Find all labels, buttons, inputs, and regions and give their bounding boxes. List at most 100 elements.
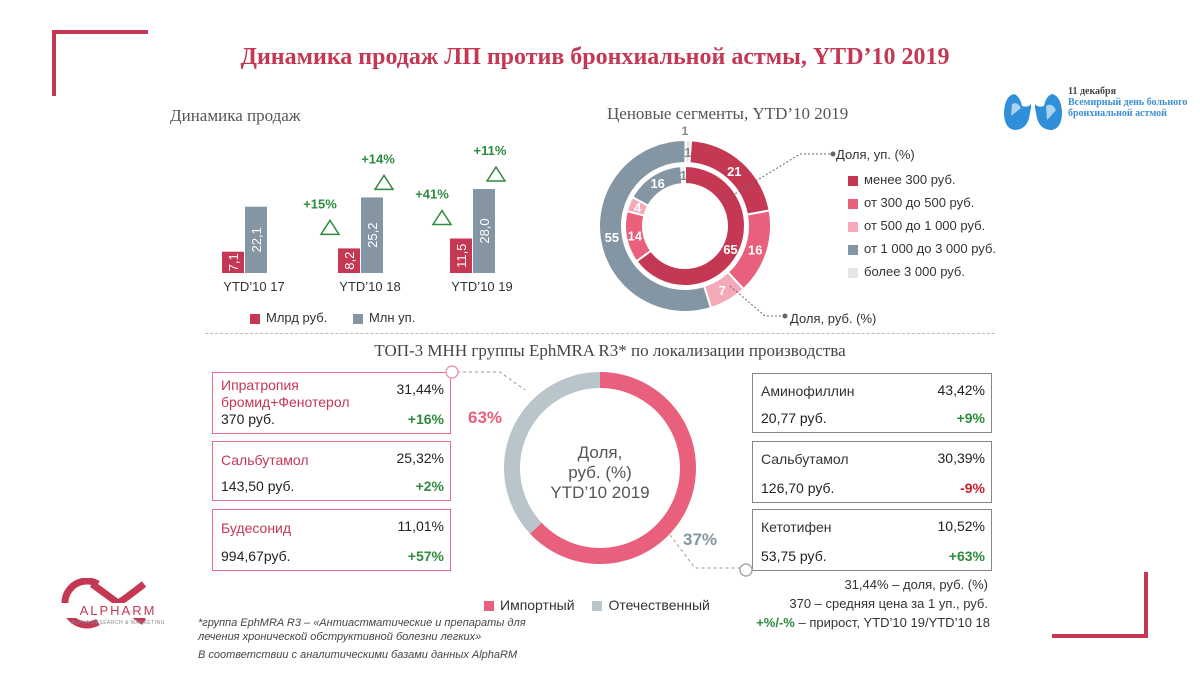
legend-swatch-domestic: [592, 601, 603, 612]
event-date: 11 декабря: [1068, 86, 1117, 97]
footnote-line2: лечения хронической обструктивной болезн…: [198, 631, 482, 643]
segments-legend: менее 300 руб. от 300 до 500 руб. от 500…: [848, 172, 996, 287]
legend-swatch-lt300: [848, 175, 858, 186]
drug-name: Аминофиллин: [761, 383, 855, 399]
domestic-card: Аминофиллин 43,42% 20,77 руб. +9%: [752, 373, 992, 433]
page-title: Динамика продаж ЛП против бронхиальной а…: [240, 44, 950, 70]
drug-growth: +16%: [407, 411, 444, 427]
legend-swatch-gt3000: [848, 267, 858, 278]
donut-center-line1: Доля,: [577, 443, 623, 462]
import-share-label: 63%: [468, 408, 502, 427]
note-growth-sign: +%/-%: [756, 615, 795, 630]
drug-price: 53,75 руб.: [761, 548, 827, 564]
growth-up-arrow-icon: [431, 209, 453, 226]
drug-name: Кетотифен: [761, 519, 832, 535]
drug-name: Сальбутамол: [221, 452, 309, 468]
drug-name-line2: бромид+Фенотерол: [221, 394, 350, 410]
sales-bar-chart: 7,1 22,1 YTD’10 17 8,2 25,2 YTD’10 18 +15% +14%…: [222, 143, 513, 294]
top3-title: ТОП-3 МНН группы EphMRA R3* по локализац…: [374, 341, 846, 360]
outer-segment: [598, 139, 713, 313]
price-segments-donut-chart: 21 16 7 55 1 65 14 4 16 1 1: [598, 126, 836, 319]
drug-name: Сальбутамол: [761, 451, 849, 467]
locality-segment: [530, 372, 696, 564]
bar-units-label: 25,2: [365, 223, 380, 248]
segments-legend-item: от 300 до 500 руб.: [848, 195, 996, 218]
leader-circle-domestic: [739, 563, 753, 577]
donut-center-line3: YTD’10 2019: [550, 483, 650, 502]
corner-frame-bottom-right: [1052, 572, 1148, 638]
drug-share: 43,42%: [937, 382, 985, 398]
leader-line-domestic: [669, 534, 740, 569]
legend-label-1000-3000: от 1 000 до 3 000 руб.: [864, 241, 997, 256]
leader-line-rub: [729, 285, 782, 317]
note-price: 370 – средняя цена за 1 уп., руб.: [789, 596, 988, 611]
category-label: YTD’10 17: [223, 279, 284, 294]
drug-price: 143,50 руб.: [221, 478, 295, 494]
inner-segment-label: 65: [723, 242, 737, 257]
corner-frame-top-left: [52, 30, 148, 96]
leader-dot-units: [830, 151, 836, 157]
segments-title: Ценовые сегменты, YTD’10 2019: [607, 104, 849, 123]
legend-swatch-import: [484, 601, 494, 612]
bar-units-label: 22,1: [249, 227, 264, 252]
segments-legend-item: от 500 до 1 000 руб.: [848, 218, 996, 241]
bar-rub-label: 8,2: [342, 252, 357, 270]
leader-line-units: [724, 153, 830, 201]
segments-legend-item: от 1 000 до 3 000 руб.: [848, 241, 996, 264]
outer-segment-label: 7: [719, 283, 726, 298]
legend-swatch-1000-3000: [848, 244, 858, 255]
category-label: YTD’10 19: [451, 279, 512, 294]
drug-share: 11,01%: [397, 518, 444, 534]
growth-up-arrow-icon: [373, 174, 395, 191]
lungs-globe-icon: [1004, 90, 1062, 130]
drug-price: 994,67руб.: [221, 548, 291, 564]
category-label: YTD’10 18: [339, 279, 400, 294]
inner-segment-label: 4: [634, 200, 642, 215]
segments-legend-item: более 3 000 руб.: [848, 264, 996, 287]
outer-segment-label: 21: [727, 164, 741, 179]
legend-swatch-300-500: [848, 198, 858, 209]
drug-growth: -9%: [960, 480, 985, 496]
bar-rub: [338, 248, 360, 273]
sales-legend: Млрд руб. Млн уп.: [250, 310, 415, 325]
drug-growth: +9%: [956, 410, 985, 426]
drug-share: 10,52%: [937, 518, 985, 534]
leader-circle-import: [445, 365, 459, 379]
sales-title: Динамика продаж: [170, 106, 301, 125]
drug-growth: +57%: [407, 548, 444, 564]
growth-rub-label: +15%: [303, 196, 337, 211]
outer-segment-label: 55: [605, 230, 619, 245]
bar-rub: [222, 251, 244, 273]
segments-units-label: Доля, уп. (%): [836, 147, 915, 162]
legend-swatch-units: [352, 313, 363, 324]
note-growth: +%/-% – прирост, YTD’10 19/YTD’10 18: [700, 615, 990, 630]
footnote: *группа EphMRA R3 – «Антиастматические и…: [198, 616, 526, 662]
growth-up-arrow-icon: [485, 165, 507, 182]
note-growth-text: – прирост, YTD’10 19/YTD’10 18: [794, 615, 990, 630]
inner-segment-label: 1: [680, 168, 687, 183]
drug-share: 31,44%: [396, 381, 444, 397]
inner-segment: [680, 164, 686, 186]
legend-units-label: Млн уп.: [368, 310, 416, 325]
drug-name: Будесонид: [221, 520, 292, 536]
event-line1: Всемирный день больного: [1068, 97, 1188, 108]
growth-rub-label: +41%: [415, 187, 449, 202]
bar-units: [361, 197, 383, 273]
locality-segment: [504, 372, 600, 534]
drug-price: 126,70 руб.: [761, 480, 835, 496]
leader-dot-rub: [782, 313, 788, 319]
section-divider: [205, 333, 995, 334]
footnote-line1: *группа EphMRA R3 – «Антиастматические и…: [198, 617, 526, 629]
inner-segment-label: 16: [650, 176, 664, 191]
import-card: Ипратропия бромид+Фенотерол 31,44% 370 ру…: [212, 372, 451, 434]
drug-price: 370 руб.: [221, 411, 275, 427]
donut-center-line2: руб. (%): [568, 463, 632, 482]
bar-units: [245, 206, 267, 273]
locality-donut-center: Доля, руб. (%) YTD’10 2019: [520, 443, 680, 503]
import-card: Будесонид 11,01% 994,67руб. +57%: [212, 509, 451, 571]
legend-label-500-1000: от 500 до 1 000 руб.: [864, 218, 986, 233]
note-share: 31,44% – доля, руб. (%): [844, 577, 988, 592]
legend-swatch-500-1000: [848, 221, 858, 232]
outer-small-label: 1: [682, 126, 689, 138]
drug-share: 25,32%: [396, 450, 444, 466]
